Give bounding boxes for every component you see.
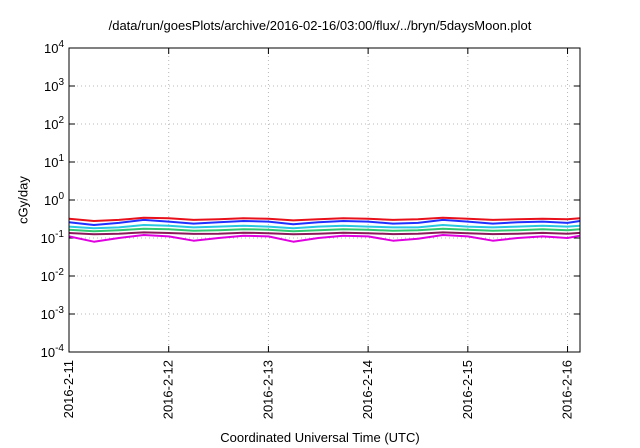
y-tick-label: 10-2 bbox=[41, 267, 65, 284]
x-tick-label: 2016-2-12 bbox=[161, 360, 176, 419]
series-line-4 bbox=[68, 227, 581, 233]
chart-title: /data/run/goesPlots/archive/2016-02-16/0… bbox=[108, 18, 532, 33]
x-tick-label: 2016-2-14 bbox=[360, 360, 375, 419]
plot-frame bbox=[68, 47, 581, 353]
y-tick-label: 101 bbox=[44, 153, 64, 170]
y-tick-label: 10-3 bbox=[41, 305, 65, 322]
series-line-5 bbox=[68, 231, 581, 236]
x-tick-label: 2016-2-13 bbox=[260, 360, 275, 419]
y-tick-label: 10-1 bbox=[41, 229, 65, 246]
y-tick-label: 10-4 bbox=[41, 343, 65, 360]
series-line-6 bbox=[68, 234, 581, 243]
y-tick-label: 102 bbox=[44, 115, 64, 132]
x-tick-label: 2016-2-15 bbox=[460, 360, 475, 419]
series-line-3 bbox=[68, 224, 581, 230]
y-tick-label: 100 bbox=[44, 191, 64, 208]
x-tick-label: 2016-2-11 bbox=[61, 360, 76, 418]
series-line-2 bbox=[68, 218, 581, 226]
x-axis-label: Coordinated Universal Time (UTC) bbox=[220, 430, 420, 445]
series-line-1 bbox=[68, 216, 581, 222]
x-tick-label: 2016-2-16 bbox=[560, 360, 575, 419]
y-tick-label: 104 bbox=[44, 39, 64, 56]
y-tick-label: 103 bbox=[44, 77, 64, 94]
